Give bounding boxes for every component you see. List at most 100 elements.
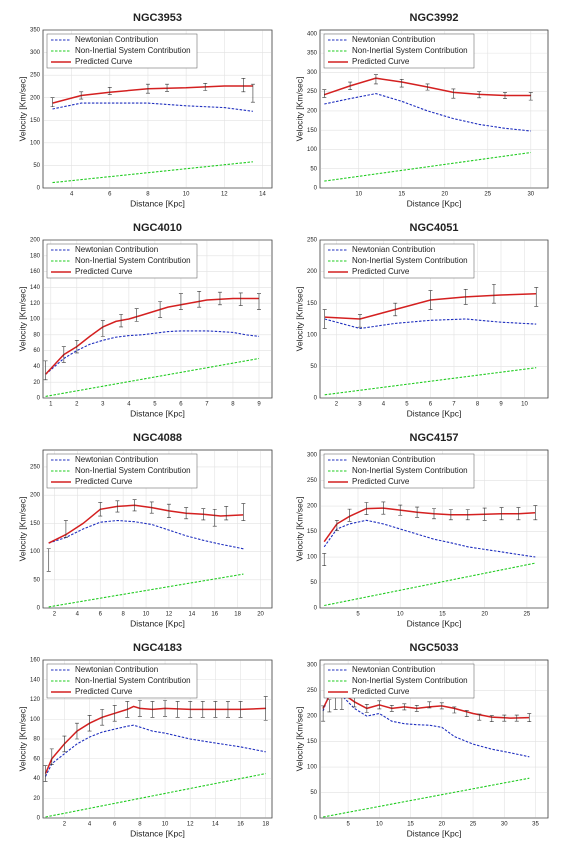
- x-tick-label: 4: [76, 612, 80, 618]
- y-tick-label: 80: [33, 737, 40, 743]
- y-tick-label: 0: [314, 816, 318, 822]
- error-bar: [373, 74, 378, 85]
- error-bar-stroke: [50, 97, 55, 108]
- error-bar: [184, 507, 189, 520]
- legend-label: Predicted Curve: [75, 57, 133, 66]
- x-tick-label: 12: [221, 192, 228, 198]
- chart-panel: 0 20 40 60 80 100 120 140 160 180 200 1 2 3 4 5 6 7 8 9 NGC4…: [17, 222, 273, 418]
- x-tick-label: 4: [382, 402, 386, 408]
- x-tick-label: 12: [187, 822, 194, 828]
- error-bar-stroke: [364, 502, 369, 516]
- error-bar-stroke: [464, 710, 469, 717]
- series-line: [48, 504, 244, 544]
- legend-label: Newtonian Contribution: [352, 35, 435, 44]
- y-tick-label: 200: [30, 95, 41, 101]
- y-axis-label: Velocity [Km/sec]: [17, 707, 27, 772]
- x-tick-label: 8: [146, 192, 150, 198]
- error-bar: [119, 313, 124, 328]
- error-bar-stroke: [74, 340, 79, 354]
- y-tick-label: 160: [30, 269, 41, 275]
- legend-label: Predicted Curve: [75, 267, 133, 276]
- error-bar: [100, 320, 105, 337]
- error-bar: [377, 700, 382, 710]
- series-line: [324, 151, 531, 182]
- x-tick-label: 6: [179, 402, 183, 408]
- error-bar-stroke: [327, 699, 332, 713]
- y-tick-label: 200: [30, 493, 41, 499]
- error-bar-stroke: [393, 302, 398, 317]
- error-bar-stroke: [364, 704, 369, 713]
- error-bar-stroke: [87, 715, 92, 732]
- chart-panel: 0 50 100 150 200 250 300 350 400 10 15 20 25 30 NGC399…: [294, 12, 549, 208]
- legend-box: [323, 33, 475, 69]
- x-tick-label: 25: [470, 822, 477, 828]
- y-tick-label: 300: [30, 50, 41, 56]
- error-bar-stroke: [132, 499, 137, 512]
- chart-panel: 0 20 40 60 80 100 120 140 160 2 4 6 8 10 12 14 16 18 NGC41…: [17, 642, 273, 838]
- plot-frame: [42, 239, 273, 399]
- y-tick-label: 300: [307, 663, 318, 669]
- x-tick-label: 8: [121, 612, 125, 618]
- series-line: [52, 102, 253, 112]
- error-bar: [399, 79, 404, 88]
- error-bar: [465, 509, 470, 521]
- y-tick-label: 50: [310, 790, 317, 796]
- error-bar-stroke: [62, 735, 67, 753]
- x-tick-label: 4: [127, 402, 131, 408]
- error-bar-stroke: [149, 501, 154, 514]
- error-bar-stroke: [348, 81, 353, 91]
- legend-label: Newtonian Contribution: [75, 245, 158, 254]
- error-bar: [322, 553, 327, 566]
- error-bar-stroke: [451, 88, 456, 99]
- error-bar-stroke: [263, 696, 268, 721]
- error-bar-stroke: [465, 509, 470, 521]
- y-tick-label: 100: [30, 140, 41, 146]
- error-bar-stroke: [250, 83, 255, 103]
- error-bar: [63, 520, 68, 538]
- error-bar: [263, 696, 268, 721]
- error-bar-stroke: [514, 714, 519, 722]
- y-tick-label: 100: [307, 765, 318, 771]
- y-tick-label: 40: [33, 776, 40, 782]
- y-tick-label: 150: [30, 521, 41, 527]
- error-bar: [482, 507, 487, 521]
- x-tick-label: 1: [49, 402, 53, 408]
- y-tick-label: 300: [307, 70, 318, 76]
- error-bar-stroke: [165, 83, 170, 92]
- x-tick-label: 15: [407, 822, 414, 828]
- error-bar: [79, 91, 84, 100]
- y-tick-label: 150: [307, 301, 318, 307]
- error-bar: [201, 508, 206, 521]
- error-bar: [250, 83, 255, 103]
- legend-label: Predicted Curve: [352, 477, 410, 486]
- error-bar-stroke: [163, 700, 168, 717]
- error-bar: [322, 89, 327, 98]
- error-bar: [149, 501, 154, 514]
- x-tick-label: 5: [346, 822, 350, 828]
- legend-label: Non-Inertial System Contribution: [75, 46, 191, 55]
- error-bar-stroke: [534, 287, 539, 307]
- x-tick-label: 3: [358, 402, 362, 408]
- y-axis-label: Velocity [Km/sec]: [17, 497, 27, 562]
- error-bar-stroke: [137, 700, 142, 717]
- error-bar: [49, 748, 54, 765]
- x-tick-label: 10: [397, 612, 404, 618]
- chart-panel: 0 50 100 150 200 250 300 350 4 6 8 10 12 14 NGC3953 Dis…: [17, 12, 273, 208]
- plot-frame: [42, 449, 273, 609]
- legend-box: [323, 663, 475, 699]
- legend-label: Non-Inertial System Contribution: [75, 676, 191, 685]
- error-bar-stroke: [238, 701, 243, 718]
- y-tick-label: 0: [314, 396, 318, 402]
- error-bar-stroke: [100, 709, 105, 726]
- error-bar: [175, 701, 180, 718]
- y-tick-label: 60: [33, 756, 40, 762]
- error-bar-stroke: [334, 520, 339, 531]
- legend-label: Newtonian Contribution: [352, 245, 435, 254]
- error-bar: [464, 710, 469, 717]
- y-tick-label: 100: [30, 549, 41, 555]
- error-bar: [357, 314, 362, 328]
- y-axis-label: Velocity [Km/sec]: [294, 707, 304, 772]
- error-bar: [402, 703, 407, 711]
- chart-title: NGC4051: [410, 222, 459, 234]
- error-bar: [491, 283, 496, 304]
